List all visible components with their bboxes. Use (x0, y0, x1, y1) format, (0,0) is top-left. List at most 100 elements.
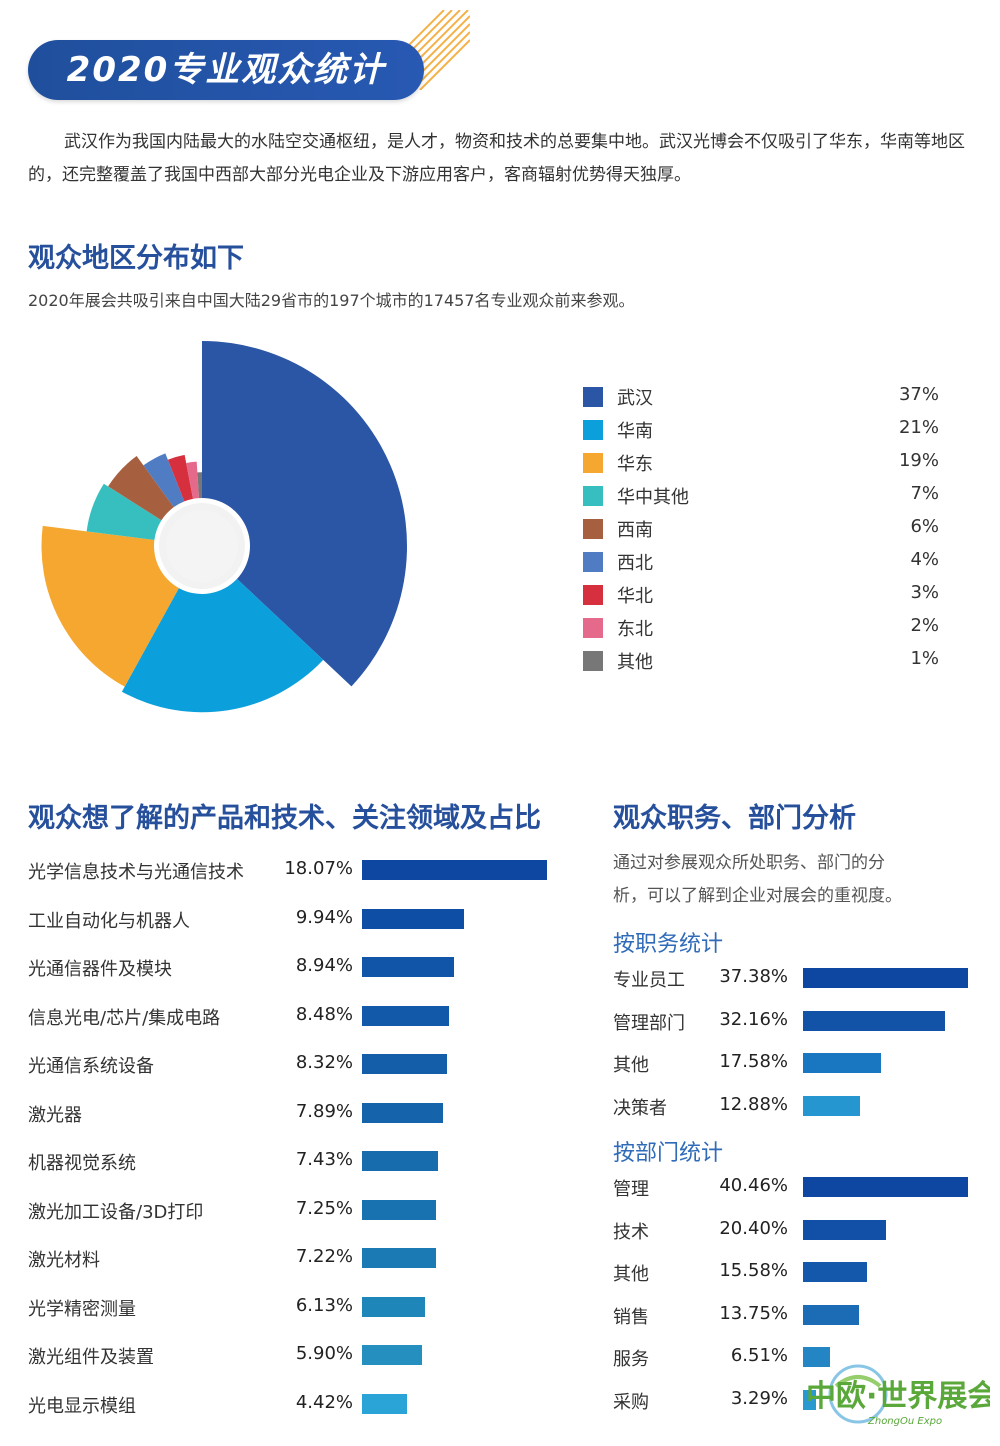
department-value: 20.40% (719, 1217, 788, 1239)
product-bar (362, 1102, 443, 1123)
legend-percent: 21% (898, 417, 939, 438)
product-row: 光学精密测量 6.13% (28, 1287, 558, 1327)
department-value: 3.29% (730, 1388, 788, 1409)
legend-item: 西南 6% (583, 512, 943, 545)
product-label: 光电显示模组 (28, 1395, 136, 1417)
legend-item: 华南 21% (583, 413, 943, 446)
product-label: 激光材料 (28, 1250, 100, 1271)
department-bar (803, 1347, 830, 1368)
product-bar (362, 1199, 437, 1220)
position-value: 12.88% (719, 1093, 788, 1115)
legend-percent: 37% (898, 384, 939, 405)
department-bar (803, 1262, 867, 1283)
department-row: 其他 15.58% (613, 1254, 973, 1290)
department-bar (803, 1219, 887, 1240)
legend-percent: 1% (910, 648, 939, 669)
region-subtitle: 2020年展会共吸引来自中国大陆29省市的197个城市的17457名专业观众前来… (28, 291, 635, 310)
legend-item: 华东 19% (583, 446, 943, 479)
department-value: 6.51% (730, 1345, 788, 1367)
rose-slice-3 (86, 483, 162, 540)
product-value: 7.25% (295, 1197, 353, 1219)
legend-swatch (583, 552, 603, 572)
product-value: 9.94% (295, 906, 353, 928)
region-legend: 武汉 37% 华南 21% 华东 19% 华中其他 7% 西南 6% 西北 4% 华北 3% 东北 2% 其他 1… (583, 380, 943, 677)
legend-item: 其他 1% (583, 644, 943, 677)
product-row: 光电显示模组 4.42% (28, 1384, 558, 1424)
product-row: 光学信息技术与光通信技术 18.07% (28, 850, 558, 890)
rose-center-hole (166, 510, 238, 582)
legend-swatch (583, 387, 603, 407)
product-label: 光学精密测量 (28, 1298, 136, 1320)
legend-swatch (583, 585, 603, 605)
product-value: 8.48% (295, 1003, 353, 1025)
product-bar (362, 1151, 439, 1171)
title-banner: 2020专业观众统计 (28, 40, 424, 100)
legend-item: 华北 3% (583, 578, 943, 611)
product-label: 信息光电/芯片/集成电路 (28, 1007, 221, 1029)
department-label: 采购 (613, 1392, 649, 1413)
legend-percent: 4% (910, 549, 939, 570)
legend-label: 西北 (617, 553, 653, 574)
product-bar (362, 1345, 423, 1365)
department-value: 15.58% (719, 1260, 788, 1282)
legend-swatch (583, 420, 603, 440)
legend-label: 东北 (617, 619, 653, 640)
product-row: 激光器 7.89% (28, 1093, 558, 1133)
roles-heading: 观众职务、部门分析 (613, 803, 856, 834)
by-position-heading: 按职务统计 (613, 932, 724, 957)
product-label: 激光加工设备/3D打印 (28, 1201, 204, 1223)
product-label: 激光器 (28, 1104, 82, 1126)
position-label: 管理部门 (613, 1012, 685, 1034)
product-label: 激光组件及装置 (28, 1347, 154, 1368)
department-bar (803, 1390, 817, 1410)
product-row: 信息光电/芯片/集成电路 8.48% (28, 996, 558, 1036)
product-label: 光学信息技术与光通信技术 (28, 862, 244, 883)
product-value: 8.32% (295, 1052, 353, 1073)
legend-label: 华东 (617, 454, 653, 475)
position-label: 决策者 (613, 1097, 667, 1119)
rose-slice-4 (108, 456, 174, 521)
intro-paragraph: 武汉作为我国内陆最大的水陆空交通枢纽，是人才，物资和技术的总要集中地。武汉光博会… (28, 132, 965, 185)
legend-item: 武汉 37% (583, 380, 943, 413)
position-bar (803, 1010, 945, 1031)
legend-label: 武汉 (617, 388, 653, 409)
product-label: 工业自动化与机器人 (28, 910, 190, 932)
legend-swatch (583, 453, 603, 473)
region-rose-chart (41, 341, 407, 713)
department-label: 其他 (613, 1264, 649, 1286)
department-row: 服务 6.51% (613, 1339, 973, 1375)
region-heading: 观众地区分布如下 (28, 243, 244, 274)
product-bar (362, 1248, 436, 1268)
product-row: 机器视觉系统 7.43% (28, 1141, 558, 1181)
product-bar (362, 908, 464, 929)
position-label: 专业员工 (613, 970, 685, 991)
product-row: 激光加工设备/3D打印 7.25% (28, 1190, 558, 1230)
product-value: 5.90% (295, 1343, 353, 1364)
position-bar (803, 1053, 881, 1073)
department-bar (803, 1304, 860, 1325)
product-bar (362, 1393, 408, 1414)
product-value: 7.89% (295, 1100, 353, 1122)
product-label: 光通信器件及模块 (28, 959, 172, 980)
svg-text:中欧·世界展会: 中欧·世界展会 (806, 1379, 990, 1414)
product-bar (362, 1005, 449, 1026)
legend-swatch (583, 519, 603, 539)
svg-text:ZhongOu Expo: ZhongOu Expo (867, 1416, 942, 1427)
legend-label: 华中其他 (617, 487, 689, 508)
product-value: 7.43% (295, 1149, 353, 1170)
zhongou-expo-logo: 中欧·世界展会 ZhongOu Expo (806, 1364, 990, 1427)
department-row: 采购 3.29% (613, 1382, 973, 1418)
rose-slice-1 (121, 578, 324, 713)
product-row: 激光材料 7.22% (28, 1238, 558, 1278)
legend-item: 东北 2% (583, 611, 943, 644)
by-department-heading: 按部门统计 (613, 1141, 724, 1166)
roles-description-line2: 析，可以了解到企业对展会的重视度。 (613, 886, 902, 906)
department-row: 销售 13.75% (613, 1297, 973, 1333)
product-bar (362, 1054, 448, 1074)
position-row: 决策者 12.88% (613, 1088, 973, 1124)
legend-percent: 19% (898, 450, 939, 471)
product-row: 激光组件及装置 5.90% (28, 1335, 558, 1375)
department-bar (803, 1177, 968, 1197)
legend-label: 其他 (617, 652, 653, 673)
legend-swatch (583, 486, 603, 506)
